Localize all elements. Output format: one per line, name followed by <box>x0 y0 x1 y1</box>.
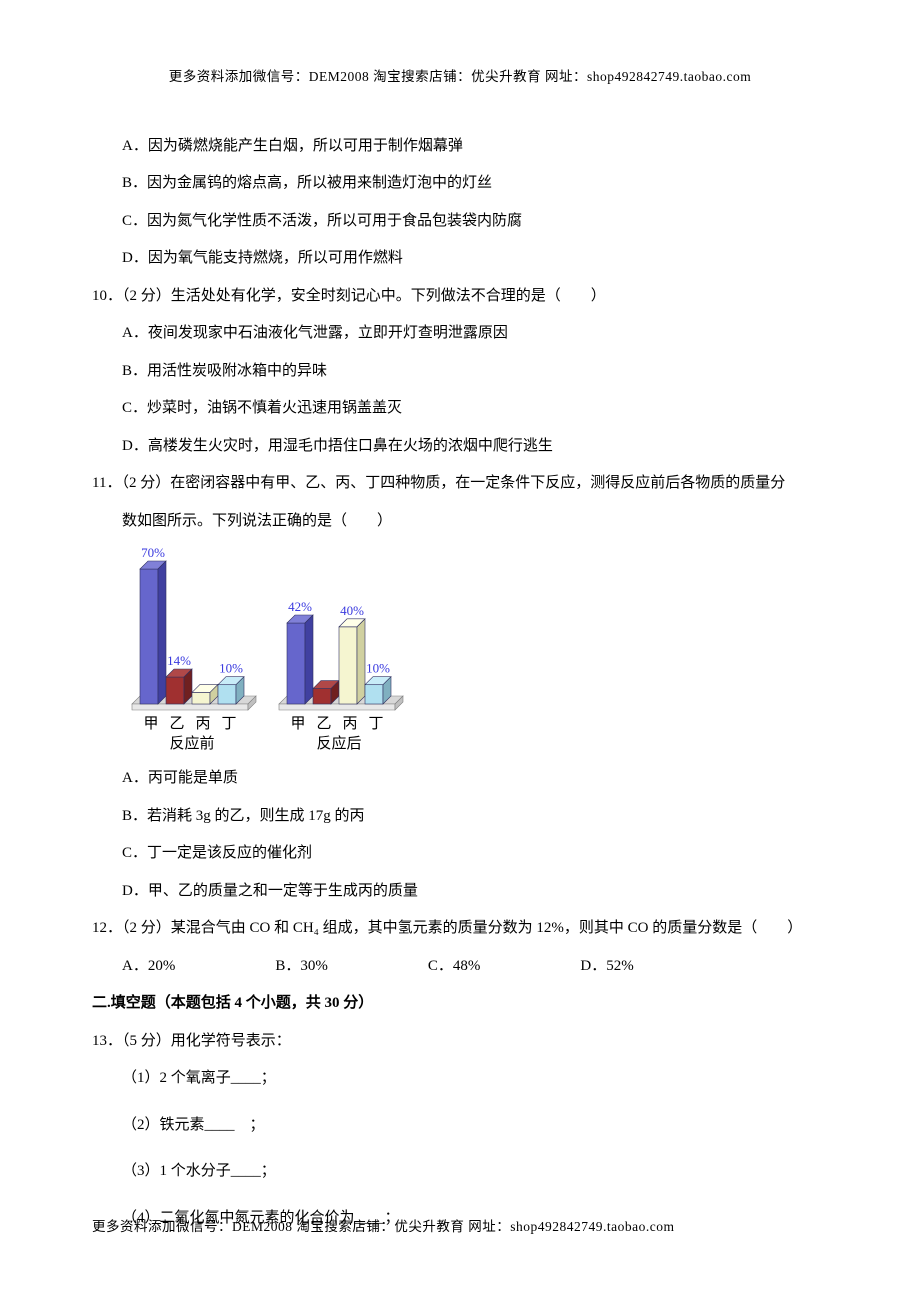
q12-option-c: C．48% <box>428 952 481 981</box>
q11-option-b: B．若消耗 3g 的乙，则生成 17g 的丙 <box>122 802 828 831</box>
q12-option-d: D．52% <box>580 952 633 981</box>
svg-text:10%: 10% <box>219 661 243 676</box>
svg-text:丁: 丁 <box>221 716 236 732</box>
q13-part-1: （1）2 个氧离子____； <box>122 1064 828 1093</box>
q13-stem: 13．（5 分）用化学符号表示： <box>92 1027 828 1056</box>
q12-option-a: A．20% <box>122 952 175 981</box>
page-footer: 更多资料添加微信号：DEM2008 淘宝搜索店铺：优尖升教育 网址：shop49… <box>92 1214 828 1240</box>
q13-part-3: （3）1 个水分子____； <box>122 1157 828 1186</box>
q11-stem-2: 数如图所示。下列说法正确的是（ ） <box>122 507 828 536</box>
svg-text:乙: 乙 <box>169 716 184 732</box>
q10-option-d: D．高楼发生火灾时，用湿毛巾捂住口鼻在火场的浓烟中爬行逃生 <box>122 432 828 461</box>
svg-text:反应前: 反应前 <box>169 734 214 752</box>
q13-part-2: （2）铁元素____ ； <box>122 1111 828 1140</box>
svg-text:42%: 42% <box>288 599 312 614</box>
q12-stem: 12．（2 分）某混合气由 CO 和 CH₄ 组成，其中氢元素的质量分数为 12… <box>92 914 828 943</box>
svg-text:40%: 40% <box>340 603 364 618</box>
bar-chart: 70%甲14%乙丙10%丁反应前42%甲乙40%丙10%丁反应后 <box>122 544 828 754</box>
q12-option-b: B．30% <box>275 952 328 981</box>
svg-text:丙: 丙 <box>195 716 210 732</box>
q9-option-c: C．因为氮气化学性质不活泼，所以可用于食品包装袋内防腐 <box>122 207 828 236</box>
q11-stem-1: 11．（2 分）在密闭容器中有甲、乙、丙、丁四种物质，在一定条件下反应，测得反应… <box>92 469 828 498</box>
q10-stem: 10．（2 分）生活处处有化学，安全时刻记心中。下列做法不合理的是（ ） <box>92 282 828 311</box>
q11-option-a: A．丙可能是单质 <box>122 764 828 793</box>
q11-option-d: D．甲、乙的质量之和一定等于生成丙的质量 <box>122 877 828 906</box>
q10-option-b: B．用活性炭吸附冰箱中的异味 <box>122 357 828 386</box>
section-2-title: 二.填空题（本题包括 4 个小题，共 30 分） <box>92 989 828 1018</box>
svg-text:丁: 丁 <box>368 716 383 732</box>
svg-text:10%: 10% <box>366 661 390 676</box>
svg-text:甲: 甲 <box>143 716 158 732</box>
q12-options: A．20% B．30% C．48% D．52% <box>122 952 828 981</box>
q9-option-d: D．因为氧气能支持燃烧，所以可用作燃料 <box>122 244 828 273</box>
q10-option-a: A．夜间发现家中石油液化气泄露，立即开灯查明泄露原因 <box>122 319 828 348</box>
svg-text:70%: 70% <box>141 545 165 560</box>
svg-text:乙: 乙 <box>316 716 331 732</box>
svg-text:14%: 14% <box>167 653 191 668</box>
q11-option-c: C．丁一定是该反应的催化剂 <box>122 839 828 868</box>
svg-text:丙: 丙 <box>342 716 357 732</box>
q10-option-c: C．炒菜时，油锅不慎着火迅速用锅盖盖灭 <box>122 394 828 423</box>
svg-text:反应后: 反应后 <box>316 734 361 752</box>
q9-option-b: B．因为金属钨的熔点高，所以被用来制造灯泡中的灯丝 <box>122 169 828 198</box>
svg-text:甲: 甲 <box>290 716 305 732</box>
q9-option-a: A．因为磷燃烧能产生白烟，所以可用于制作烟幕弹 <box>122 132 828 161</box>
page-header: 更多资料添加微信号：DEM2008 淘宝搜索店铺：优尖升教育 网址：shop49… <box>92 64 828 90</box>
